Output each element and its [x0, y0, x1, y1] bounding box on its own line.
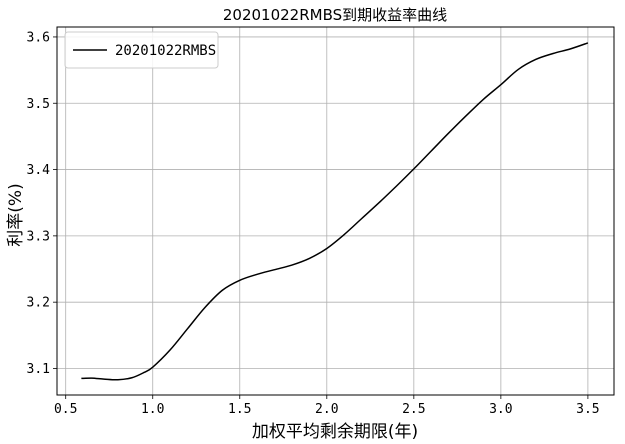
x-axis-label: 加权平均剩余期限(年) [252, 422, 418, 442]
series-layer [81, 42, 589, 381]
y-tick-label: 3.4 [27, 163, 51, 178]
x-tick-label: 2.0 [315, 402, 338, 417]
y-axis-label: 利率(%) [6, 183, 26, 246]
plot-area-frame [56, 26, 615, 396]
x-tick-label: 0.5 [54, 402, 77, 417]
y-tick-label: 3.1 [27, 362, 50, 377]
y-tick-label: 3.2 [27, 296, 50, 311]
legend-box [64, 31, 219, 69]
y-tick-label: 3.3 [27, 229, 50, 244]
x-tick-label: 1.0 [141, 402, 164, 417]
x-tick-label: 1.5 [228, 402, 251, 417]
legend: 20201022RMBS [64, 31, 219, 69]
grid [57, 27, 614, 395]
x-tick-label: 2.5 [402, 402, 425, 417]
legend-label-20201022rmbs: 20201022RMBS [115, 43, 216, 59]
ticks: 0.5 1.0 1.5 2.0 2.5 3.0 3.5 3.1 3.2 3.3 3.4 3.5 3.6 [27, 30, 600, 417]
x-tick-label: 3.5 [576, 402, 599, 417]
series-line-20201022rmbs [81, 42, 589, 381]
y-tick-label: 3.6 [27, 30, 50, 45]
y-tick-label: 3.5 [27, 97, 50, 112]
chart-title: 20201022RMBS到期收益率曲线 [223, 6, 447, 24]
x-tick-label: 3.0 [489, 402, 512, 417]
